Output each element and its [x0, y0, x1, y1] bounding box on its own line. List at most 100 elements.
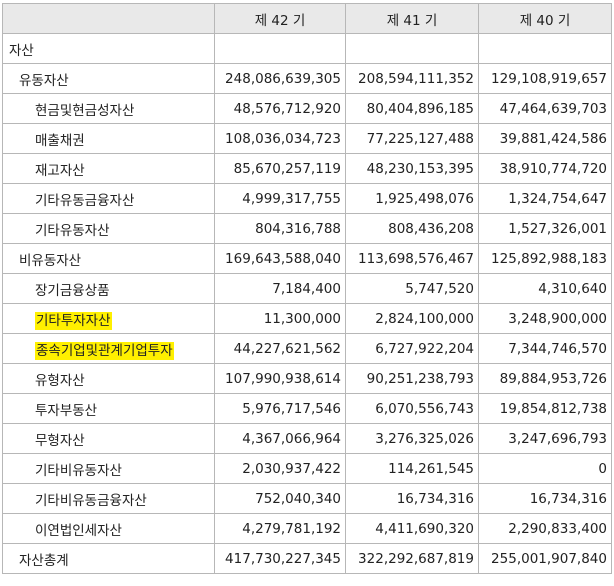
row-label-cell: 유동자산: [2, 63, 215, 94]
table-row: 종속기업및관계기업투자 44,227,621,562 6,727,922,204 7,…: [2, 333, 612, 364]
row-label: 기타비유동금융자산: [35, 492, 147, 509]
row-label: 기타유동자산: [35, 222, 110, 239]
value-cell-period-42: 108,036,034,723: [214, 123, 346, 154]
value-cell-period-42: 11,300,000: [214, 303, 346, 334]
table-row: 투자부동산 5,976,717,546 6,070,556,743 19,854,81…: [2, 393, 612, 424]
value-cell-period-42: 4,367,066,964: [214, 423, 346, 454]
value-cell-period-41: 3,276,325,026: [345, 423, 479, 454]
row-label-cell: 자산: [2, 33, 215, 64]
value-cell-period-42: 752,040,340: [214, 483, 346, 514]
row-label: 투자부동산: [35, 402, 98, 419]
table-header: 제 42 기 제 41 기 제 40 기: [2, 3, 612, 34]
row-label-cell: 유형자산: [2, 363, 215, 394]
header-period-42: 제 42 기: [214, 3, 346, 34]
value-cell-period-41: 80,404,896,185: [345, 93, 479, 124]
row-label-cell: 현금및현금성자산: [2, 93, 215, 124]
row-label: 자산총계: [19, 552, 69, 569]
value-cell-period-42: 5,976,717,546: [214, 393, 346, 424]
table-row: 자산총계 417,730,227,345 322,292,687,819 255,00…: [2, 543, 612, 574]
table-row: 기타비유동자산 2,030,937,422 114,261,545 0: [2, 453, 612, 484]
row-label: 기타유동금융자산: [35, 192, 135, 209]
value-cell-period-41: 90,251,238,793: [345, 363, 479, 394]
value-cell-period-40: 89,884,953,726: [478, 363, 612, 394]
value-cell-period-40: 39,881,424,586: [478, 123, 612, 154]
table-row: 재고자산 85,670,257,119 48,230,153,395 38,910,7…: [2, 153, 612, 184]
value-cell-period-40: 19,854,812,738: [478, 393, 612, 424]
table-row: 기타유동금융자산 4,999,317,755 1,925,498,076 1,324,…: [2, 183, 612, 214]
value-cell-period-40: 7,344,746,570: [478, 333, 612, 364]
value-cell-period-40: 255,001,907,840: [478, 543, 612, 574]
row-label-cell: 기타유동자산: [2, 213, 215, 244]
value-cell-period-42: 248,086,639,305: [214, 63, 346, 94]
table-row: 현금및현금성자산 48,576,712,920 80,404,896,185 47,4…: [2, 93, 612, 124]
table-row: 기타유동자산 804,316,788 808,436,208 1,527,326,00…: [2, 213, 612, 244]
value-cell-period-40: 1,324,754,647: [478, 183, 612, 214]
value-cell-period-41: 114,261,545: [345, 453, 479, 484]
value-cell-period-41: 113,698,576,467: [345, 243, 479, 274]
value-cell-period-42: 417,730,227,345: [214, 543, 346, 574]
value-cell-period-41: 48,230,153,395: [345, 153, 479, 184]
table-row: 유동자산 248,086,639,305 208,594,111,352 129,10…: [2, 63, 612, 94]
table-row: 자산: [2, 33, 612, 64]
value-cell-period-41: 16,734,316: [345, 483, 479, 514]
row-label: 자산: [9, 42, 34, 59]
value-cell-period-40: 129,108,919,657: [478, 63, 612, 94]
row-label-cell: 재고자산: [2, 153, 215, 184]
value-cell-period-41: 5,747,520: [345, 273, 479, 304]
row-label: 무형자산: [35, 432, 85, 449]
value-cell-period-41: 6,727,922,204: [345, 333, 479, 364]
table-row: 유형자산 107,990,938,614 90,251,238,793 89,884,…: [2, 363, 612, 394]
row-label: 비유동자산: [19, 252, 82, 269]
row-label: 이연법인세자산: [35, 522, 122, 539]
value-cell-period-41: 6,070,556,743: [345, 393, 479, 424]
value-cell-period-40: 125,892,988,183: [478, 243, 612, 274]
value-cell-period-41: [345, 33, 479, 64]
value-cell-period-42: 44,227,621,562: [214, 333, 346, 364]
value-cell-period-40: 3,248,900,000: [478, 303, 612, 334]
value-cell-period-42: 7,184,400: [214, 273, 346, 304]
row-label: 재고자산: [35, 162, 85, 179]
row-label-cell: 기타비유동금융자산: [2, 483, 215, 514]
table-row: 장기금융상품 7,184,400 5,747,520 4,310,640: [2, 273, 612, 304]
row-label: 현금및현금성자산: [35, 102, 135, 119]
row-label: 장기금융상품: [35, 282, 110, 299]
row-label-cell: 투자부동산: [2, 393, 215, 424]
header-period-40: 제 40 기: [478, 3, 612, 34]
value-cell-period-40: 2,290,833,400: [478, 513, 612, 544]
table-row: 무형자산 4,367,066,964 3,276,325,026 3,247,696,…: [2, 423, 612, 454]
row-label-cell: 기타비유동자산: [2, 453, 215, 484]
row-label: 유동자산: [19, 72, 69, 89]
value-cell-period-41: 2,824,100,000: [345, 303, 479, 334]
value-cell-period-41: 4,411,690,320: [345, 513, 479, 544]
value-cell-period-41: 808,436,208: [345, 213, 479, 244]
value-cell-period-40: 16,734,316: [478, 483, 612, 514]
value-cell-period-42: [214, 33, 346, 64]
value-cell-period-40: 38,910,774,720: [478, 153, 612, 184]
header-period-41: 제 41 기: [345, 3, 479, 34]
table-row: 비유동자산 169,643,588,040 113,698,576,467 125,8…: [2, 243, 612, 274]
value-cell-period-40: 4,310,640: [478, 273, 612, 304]
row-label-cell: 매출채권: [2, 123, 215, 154]
value-cell-period-41: 1,925,498,076: [345, 183, 479, 214]
value-cell-period-42: 169,643,588,040: [214, 243, 346, 274]
row-label-cell: 비유동자산: [2, 243, 215, 274]
value-cell-period-40: 47,464,639,703: [478, 93, 612, 124]
header-label-cell: [2, 3, 215, 34]
value-cell-period-40: [478, 33, 612, 64]
table-row: 기타투자자산 11,300,000 2,824,100,000 3,248,900,0…: [2, 303, 612, 334]
highlighted-row-label: 종속기업및관계기업투자: [35, 341, 174, 360]
row-label-cell: 기타투자자산: [2, 303, 215, 334]
row-label: 매출채권: [35, 132, 85, 149]
value-cell-period-41: 322,292,687,819: [345, 543, 479, 574]
value-cell-period-42: 48,576,712,920: [214, 93, 346, 124]
row-label-cell: 종속기업및관계기업투자: [2, 333, 215, 364]
value-cell-period-42: 2,030,937,422: [214, 453, 346, 484]
value-cell-period-42: 4,999,317,755: [214, 183, 346, 214]
value-cell-period-41: 208,594,111,352: [345, 63, 479, 94]
header-row: 제 42 기 제 41 기 제 40 기: [2, 3, 612, 34]
value-cell-period-42: 804,316,788: [214, 213, 346, 244]
table-row: 기타비유동금융자산 752,040,340 16,734,316 16,734,316: [2, 483, 612, 514]
value-cell-period-40: 0: [478, 453, 612, 484]
